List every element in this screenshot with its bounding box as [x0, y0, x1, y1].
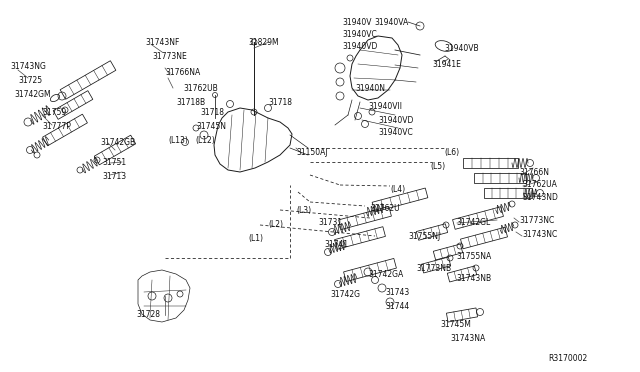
- Text: 31742GL: 31742GL: [456, 218, 490, 227]
- Text: 31713: 31713: [102, 172, 126, 181]
- Text: 31725: 31725: [18, 76, 42, 85]
- Text: 31829M: 31829M: [248, 38, 278, 47]
- Text: 31731: 31731: [318, 218, 342, 227]
- Text: R3170002: R3170002: [548, 354, 588, 363]
- Text: 31762UB: 31762UB: [183, 84, 218, 93]
- Text: 31743NG: 31743NG: [10, 62, 46, 71]
- Text: 31755NA: 31755NA: [456, 252, 492, 261]
- Text: 31745M: 31745M: [440, 320, 471, 329]
- Text: 31743NC: 31743NC: [522, 230, 557, 239]
- Text: 31743ND: 31743ND: [522, 193, 558, 202]
- Text: 31940N: 31940N: [355, 84, 385, 93]
- Text: (L13): (L13): [168, 136, 188, 145]
- Text: (L1): (L1): [248, 234, 263, 243]
- Text: 31718: 31718: [268, 98, 292, 107]
- Text: 31728: 31728: [136, 310, 160, 319]
- Text: (L5): (L5): [430, 162, 445, 171]
- Text: 31941E: 31941E: [432, 60, 461, 69]
- Text: 31777P: 31777P: [42, 122, 71, 131]
- Text: 31744: 31744: [385, 302, 409, 311]
- Text: 31773NB: 31773NB: [416, 264, 451, 273]
- Text: 31150AJ: 31150AJ: [296, 148, 328, 157]
- Text: 31773NE: 31773NE: [152, 52, 187, 61]
- Text: 31743: 31743: [385, 288, 409, 297]
- Text: (L4): (L4): [390, 185, 405, 194]
- Text: 31718: 31718: [200, 108, 224, 117]
- Text: 31755NJ: 31755NJ: [408, 232, 440, 241]
- Text: 31745N: 31745N: [196, 122, 226, 131]
- Text: 31718B: 31718B: [176, 98, 205, 107]
- Text: 31773NC: 31773NC: [519, 216, 554, 225]
- Text: 31743NB: 31743NB: [456, 274, 491, 283]
- Text: 31940VC: 31940VC: [378, 128, 413, 137]
- Text: 31940VD: 31940VD: [378, 116, 413, 125]
- Text: 31743NF: 31743NF: [145, 38, 179, 47]
- Text: 31759: 31759: [42, 108, 67, 117]
- Text: 31940VD: 31940VD: [342, 42, 378, 51]
- Text: 31751: 31751: [102, 158, 126, 167]
- Text: 31766N: 31766N: [519, 168, 549, 177]
- Text: 31742GM: 31742GM: [14, 90, 51, 99]
- Text: 31762UA: 31762UA: [522, 180, 557, 189]
- Text: (L3): (L3): [296, 206, 311, 215]
- Text: 31742GB: 31742GB: [100, 138, 135, 147]
- Text: 31940VII: 31940VII: [368, 102, 402, 111]
- Text: 31743NA: 31743NA: [450, 334, 485, 343]
- Text: 31741: 31741: [324, 240, 348, 249]
- Text: 31940VA: 31940VA: [374, 18, 408, 27]
- Text: 31940VC: 31940VC: [342, 30, 377, 39]
- Text: 31742G: 31742G: [330, 290, 360, 299]
- Text: 31766NA: 31766NA: [165, 68, 200, 77]
- Text: (L2): (L2): [268, 220, 283, 229]
- Text: 31940V: 31940V: [342, 18, 371, 27]
- Text: (L12): (L12): [195, 136, 215, 145]
- Text: 31742GA: 31742GA: [368, 270, 403, 279]
- Text: 31762U: 31762U: [370, 204, 399, 213]
- Text: 31940VB: 31940VB: [444, 44, 479, 53]
- Text: (L6): (L6): [444, 148, 459, 157]
